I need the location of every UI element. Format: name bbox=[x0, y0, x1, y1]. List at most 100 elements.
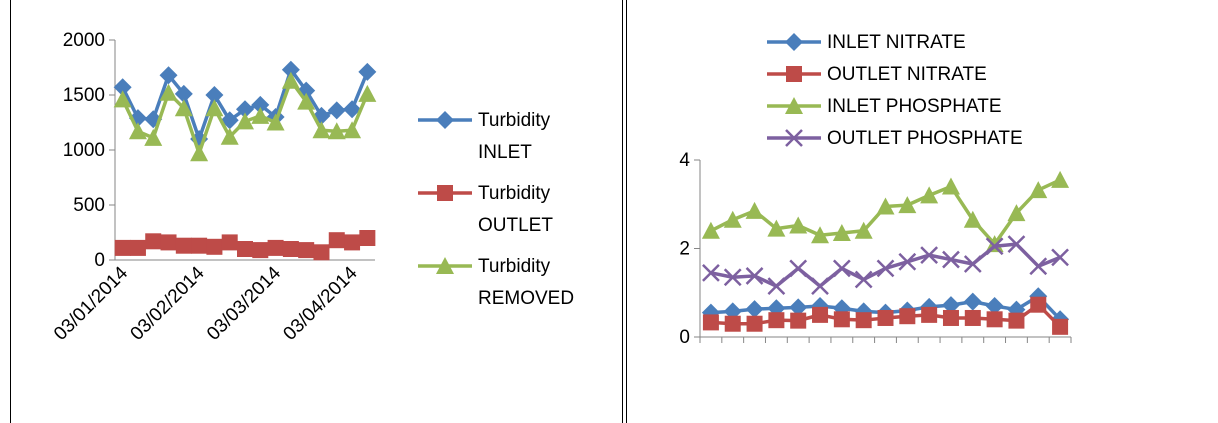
turbidity-outlet-point bbox=[175, 237, 192, 254]
y-tick-label: 0 bbox=[679, 327, 690, 348]
turbidity-removed-point bbox=[297, 92, 316, 110]
inlet-phosphate-point bbox=[767, 219, 786, 237]
turbidity-removed-point bbox=[205, 99, 224, 117]
outlet-phosphate-point bbox=[789, 259, 808, 278]
inlet-phosphate-point bbox=[876, 197, 895, 215]
nitrate-phosphate-chart: 0 2 4 INLET NITRATE OUTLET NITRATE INLET PHOS… bbox=[630, 0, 1218, 423]
turbidity-outlet-point bbox=[206, 238, 223, 255]
turbidity-outlet-point bbox=[328, 232, 345, 249]
outlet-nitrate-series bbox=[702, 296, 1069, 335]
turbidity-inlet-point bbox=[343, 100, 362, 119]
turbidity-outlet-series bbox=[114, 230, 376, 261]
turbidity-removed-point bbox=[281, 71, 300, 89]
legend-label-turbidity-inlet: INLET bbox=[478, 142, 532, 163]
turbidity-outlet-point bbox=[114, 239, 131, 256]
outlet-nitrate-point bbox=[1052, 318, 1069, 335]
y-tick-label: 4 bbox=[679, 150, 690, 171]
turbidity-outlet-point bbox=[267, 239, 284, 256]
turbidity-outlet-point bbox=[313, 244, 330, 261]
turbidity-removed-point bbox=[236, 112, 254, 130]
turbidity-inlet-point bbox=[174, 84, 193, 103]
turbidity-removed-point bbox=[358, 84, 377, 102]
turbidity-removed-point bbox=[128, 122, 147, 140]
turbidity-outlet-point bbox=[282, 241, 299, 257]
turbidity-removed-point bbox=[113, 90, 132, 108]
outlet-phosphate-point bbox=[767, 277, 786, 295]
inlet-phosphate-point bbox=[745, 201, 764, 219]
nitrate-phosphate-chart-svg: 0 2 4 INLET NITRATE OUTLET NITRATE INLET PHOS… bbox=[679, 32, 1072, 348]
turbidity-removed-point bbox=[159, 83, 178, 101]
outlet-nitrate-point bbox=[921, 306, 938, 323]
turbidity-chart-svg: 050010001500200003/01/201403/02/201403/0… bbox=[50, 30, 574, 345]
legend-marker-inlet-phosphate bbox=[785, 97, 803, 114]
outlet-phosphate-point bbox=[1051, 248, 1069, 267]
turbidity-inlet-point bbox=[358, 62, 377, 81]
turbidity-chart: 0 500 1000 1500 2000 03/01/2014 03/02/2014 03/0… bbox=[50, 30, 575, 345]
inlet-phosphate-point bbox=[920, 186, 939, 204]
turbidity-outlet-point bbox=[237, 241, 253, 257]
y-tick-label: 1000 bbox=[63, 140, 105, 161]
outlet-phosphate-point bbox=[963, 255, 982, 273]
inlet-phosphate-point bbox=[701, 221, 720, 239]
inlet-nitrate-point bbox=[745, 300, 764, 319]
turbidity-removed-point bbox=[327, 122, 346, 140]
turbidity-removed-point bbox=[266, 113, 285, 131]
legend-marker-turbidity-inlet bbox=[436, 111, 454, 129]
inlet-nitrate-point bbox=[985, 297, 1004, 316]
legend-marker-turbidity-removed bbox=[436, 257, 454, 274]
turbidity-inlet-point bbox=[159, 66, 178, 85]
inlet-phosphate-point bbox=[898, 196, 917, 214]
outlet-phosphate-point bbox=[1029, 257, 1048, 276]
divider-line-a bbox=[622, 0, 623, 423]
legend-label-turbidity-removed: REMOVED bbox=[478, 288, 574, 309]
outlet-phosphate-point bbox=[920, 246, 939, 265]
outlet-nitrate-point bbox=[1030, 296, 1047, 313]
turbidity-removed-point bbox=[312, 121, 331, 139]
inlet-nitrate-point bbox=[963, 292, 982, 311]
outlet-nitrate-point bbox=[877, 309, 894, 326]
turbidity-removed-point bbox=[174, 99, 193, 117]
turbidity-inlet-point bbox=[113, 78, 132, 97]
turbidity-outlet-point bbox=[298, 242, 315, 259]
outlet-phosphate-point bbox=[898, 252, 917, 271]
inlet-phosphate-point bbox=[963, 210, 982, 228]
outlet-nitrate-point bbox=[1008, 312, 1025, 329]
inlet-phosphate-point bbox=[723, 210, 742, 228]
inlet-phosphate-point bbox=[1007, 204, 1026, 222]
legend-entry-turbidity-outlet: Turbidity OUTLET bbox=[418, 183, 553, 236]
outlet-phosphate-point bbox=[723, 268, 742, 287]
turbidity-outlet-point bbox=[252, 242, 269, 259]
inlet-phosphate-point bbox=[811, 226, 830, 244]
outlet-nitrate-point bbox=[812, 306, 829, 323]
outlet-phosphate-point bbox=[702, 263, 720, 282]
turbidity-outlet-point bbox=[129, 239, 146, 256]
legend-entry-turbidity-removed: Turbidity REMOVED bbox=[418, 256, 574, 309]
legend-marker-outlet-phosphate bbox=[785, 129, 803, 147]
y-tick-label: 2000 bbox=[63, 30, 105, 51]
outlet-phosphate-point bbox=[811, 277, 829, 295]
y-tick-label: 500 bbox=[73, 195, 105, 216]
legend-entry-inlet-phosphate: INLET PHOSPHATE bbox=[767, 96, 1002, 117]
turbidity-inlet-point bbox=[327, 101, 346, 120]
outlet-nitrate-point bbox=[790, 312, 807, 329]
outlet-nitrate-point bbox=[964, 309, 981, 326]
inlet-nitrate-point bbox=[789, 298, 808, 317]
inlet-phosphate-point bbox=[941, 177, 960, 195]
legend-label-turbidity-inlet: Turbidity bbox=[478, 110, 551, 131]
outlet-phosphate-point bbox=[745, 267, 764, 285]
legend-marker-outlet-nitrate bbox=[786, 66, 802, 82]
y-tick-label: 2 bbox=[679, 239, 690, 260]
inlet-phosphate-point bbox=[789, 216, 808, 234]
outlet-nitrate-point bbox=[746, 315, 763, 332]
turbidity-inlet-point bbox=[205, 86, 224, 104]
turbidity-removed-point bbox=[343, 121, 362, 139]
turbidity-outlet-point bbox=[221, 234, 238, 251]
inlet-phosphate-point bbox=[1051, 170, 1070, 188]
outlet-phosphate-point bbox=[832, 259, 851, 278]
inlet-nitrate-point bbox=[941, 296, 960, 315]
inlet-phosphate-series bbox=[701, 170, 1070, 253]
legend-entry-outlet-nitrate: OUTLET NITRATE bbox=[767, 64, 987, 85]
outlet-nitrate-point bbox=[724, 315, 741, 332]
outlet-phosphate-series bbox=[702, 235, 1069, 295]
legend-label-turbidity-outlet: OUTLET bbox=[478, 215, 553, 236]
